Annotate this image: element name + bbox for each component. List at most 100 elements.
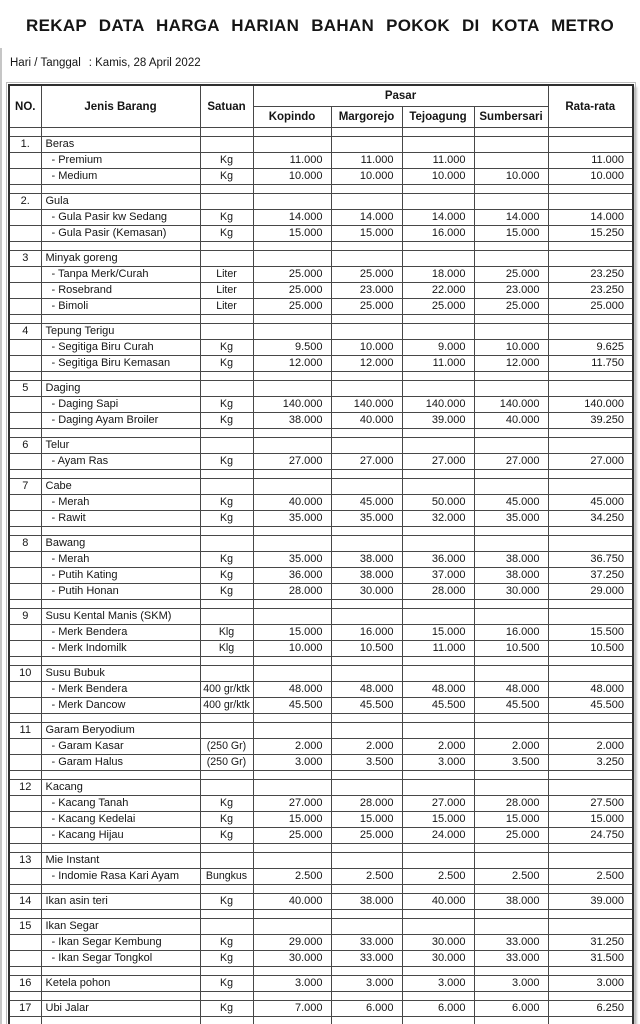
spacer-cell (547, 909, 634, 919)
price-kopindo-cell: 7.000 (252, 1000, 332, 1017)
price-margorejo-cell (330, 193, 403, 210)
spacer-cell (199, 770, 254, 780)
spacer-cell (473, 1016, 549, 1024)
average-cell: 15.500 (547, 624, 634, 641)
price-tejoagung-cell: 15.000 (401, 624, 475, 641)
item-name-cell: - Bimoli (40, 298, 201, 315)
price-kopindo-cell: 40.000 (252, 893, 332, 910)
unit-cell (199, 535, 254, 552)
no-cell: 14 (8, 893, 42, 910)
price-kopindo-cell (252, 250, 332, 267)
no-cell (8, 510, 42, 527)
price-sumbersari-cell (473, 152, 549, 169)
header-rata-rata: Rata-rata (547, 84, 634, 128)
price-kopindo-cell (252, 478, 332, 495)
no-cell (8, 827, 42, 844)
spacer-cell (547, 428, 634, 438)
price-tejoagung-cell (401, 478, 475, 495)
header-row-markets: Kopindo Margorejo Tejoagung Sumbersari (9, 106, 633, 128)
average-cell (547, 478, 634, 495)
item-row: - Gula Pasir (Kemasan) Kg 15.000 15.000 16.0… (8, 225, 634, 242)
no-cell: 1. (8, 136, 42, 153)
spacer-cell (401, 1016, 475, 1024)
average-cell: 2.000 (547, 738, 634, 755)
spacer-cell (40, 1016, 201, 1024)
price-margorejo-cell: 2.500 (330, 868, 403, 885)
price-tejoagung-cell: 30.000 (401, 950, 475, 967)
spacer-cell (330, 713, 403, 723)
unit-cell (199, 136, 254, 153)
spacer-row (8, 770, 634, 780)
spacer-cell (473, 713, 549, 723)
price-sumbersari-cell: 25.000 (473, 266, 549, 283)
spacer-cell (473, 314, 549, 324)
spacer-cell (401, 770, 475, 780)
spacer-cell (330, 314, 403, 324)
unit-cell: Bungkus (199, 868, 254, 885)
item-row: - Segitiga Biru Curah Kg 9.500 10.000 9.000 1… (8, 339, 634, 356)
item-name-cell: - Ikan Segar Kembung (40, 934, 201, 951)
price-tejoagung-cell (401, 380, 475, 397)
price-kopindo-cell: 3.000 (252, 975, 332, 992)
price-margorejo-cell: 2.000 (330, 738, 403, 755)
unit-cell (199, 722, 254, 739)
item-name-cell: - Gula Pasir (Kemasan) (40, 225, 201, 242)
spacer-cell (401, 843, 475, 853)
price-tejoagung-cell (401, 918, 475, 935)
item-name-cell: Gula (40, 193, 201, 210)
average-cell (547, 665, 634, 682)
spacer-cell (252, 599, 332, 609)
section-row: 10 Susu Bubuk (8, 665, 634, 682)
price-sumbersari-cell (473, 918, 549, 935)
average-cell: 11.000 (547, 152, 634, 169)
price-tejoagung-cell (401, 665, 475, 682)
spacer-cell (252, 314, 332, 324)
average-cell: 6.250 (547, 1000, 634, 1017)
item-row: - Rawit Kg 35.000 35.000 32.000 35.000 34.250 (8, 510, 634, 527)
average-cell (547, 437, 634, 454)
spacer-cell (547, 127, 634, 137)
spacer-cell (40, 884, 201, 894)
price-sumbersari-cell (473, 380, 549, 397)
price-kopindo-cell: 9.500 (252, 339, 332, 356)
item-row: - Kacang Tanah Kg 27.000 28.000 27.000 28.000… (8, 795, 634, 812)
no-cell (8, 396, 42, 413)
unit-cell: Kg (199, 168, 254, 185)
item-row: - Merah Kg 40.000 45.000 50.000 45.000 45.000 (8, 494, 634, 511)
price-margorejo-cell: 140.000 (330, 396, 403, 413)
spacer-cell (473, 526, 549, 536)
unit-cell: Klg (199, 640, 254, 657)
spacer-cell (8, 713, 42, 723)
price-tejoagung-cell (401, 437, 475, 454)
item-name-cell: Ubi Jalar (40, 1000, 201, 1017)
spacer-cell (252, 991, 332, 1001)
spacer-cell (547, 770, 634, 780)
unit-cell: Kg (199, 225, 254, 242)
price-sumbersari-cell: 140.000 (473, 396, 549, 413)
price-margorejo-cell: 38.000 (330, 893, 403, 910)
spacer-cell (8, 314, 42, 324)
no-cell (8, 681, 42, 698)
price-kopindo-cell: 38.000 (252, 412, 332, 429)
no-cell (8, 738, 42, 755)
price-tejoagung-cell (401, 535, 475, 552)
price-kopindo-cell: 10.000 (252, 640, 332, 657)
price-sumbersari-cell (473, 665, 549, 682)
spacer-row (8, 656, 634, 666)
spacer-row (8, 599, 634, 609)
spacer-cell (40, 991, 201, 1001)
no-cell: 10 (8, 665, 42, 682)
price-tejoagung-cell: 3.000 (401, 975, 475, 992)
item-row: - Merk Bendera 400 gr/ktk 48.000 48.000 48.0… (8, 681, 634, 698)
price-margorejo-cell (330, 722, 403, 739)
price-table: NO. Jenis Barang Satuan Pasar Rata-rata … (5, 82, 637, 1024)
no-cell: 9 (8, 608, 42, 625)
item-name-cell: - Kacang Kedelai (40, 811, 201, 828)
price-tejoagung-cell: 16.000 (401, 225, 475, 242)
spacer-cell (401, 241, 475, 251)
price-margorejo-cell: 40.000 (330, 412, 403, 429)
spacer-row (8, 843, 634, 853)
price-kopindo-cell: 35.000 (252, 510, 332, 527)
average-cell (547, 250, 634, 267)
spacer-cell (199, 469, 254, 479)
